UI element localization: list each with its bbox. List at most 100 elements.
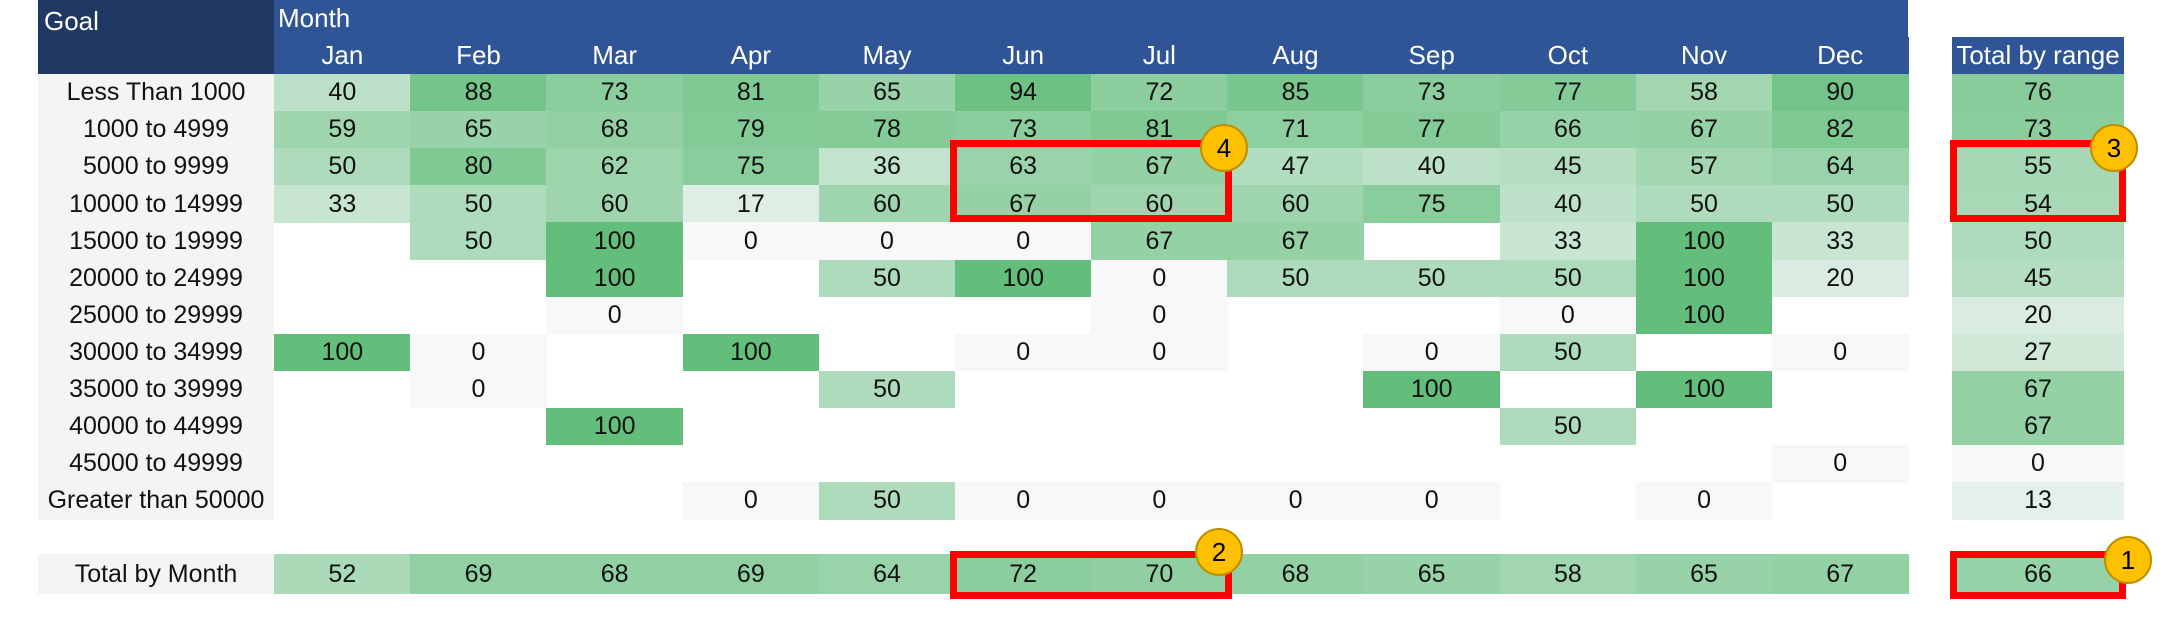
value-cell[interactable]: [546, 334, 683, 372]
value-cell[interactable]: 73: [546, 74, 683, 112]
value-cell[interactable]: 0: [1091, 259, 1228, 298]
value-cell[interactable]: 50: [410, 222, 547, 260]
total-by-range-header[interactable]: Total by range: [1952, 37, 2124, 74]
value-cell[interactable]: 40: [274, 74, 411, 112]
row-label[interactable]: 35000 to 39999: [38, 370, 274, 409]
value-cell[interactable]: 62: [546, 148, 683, 186]
range-total-cell[interactable]: 27: [1952, 333, 2124, 372]
value-cell[interactable]: [1363, 408, 1500, 446]
value-cell[interactable]: [683, 297, 820, 335]
value-cell[interactable]: 0: [818, 222, 956, 260]
value-cell[interactable]: 50: [1499, 333, 1637, 372]
value-cell[interactable]: 64: [818, 554, 956, 594]
value-cell[interactable]: 100: [546, 407, 683, 446]
value-cell[interactable]: 40: [1499, 185, 1637, 223]
value-cell[interactable]: [1227, 297, 1364, 335]
row-label[interactable]: 45000 to 49999: [38, 445, 274, 483]
value-cell[interactable]: [546, 482, 683, 520]
value-cell[interactable]: [1772, 408, 1909, 446]
value-cell[interactable]: 50: [1499, 259, 1637, 298]
value-cell[interactable]: [274, 482, 411, 520]
month-header-jan[interactable]: Jan: [274, 37, 411, 74]
value-cell[interactable]: [683, 445, 820, 483]
value-cell[interactable]: 0: [410, 333, 547, 372]
value-cell[interactable]: [1500, 445, 1637, 483]
month-header-dec[interactable]: Dec: [1771, 37, 1909, 74]
value-cell[interactable]: [683, 260, 820, 298]
value-cell[interactable]: 0: [1771, 445, 1909, 483]
row-label[interactable]: Greater than 50000: [38, 482, 274, 520]
value-cell[interactable]: [410, 408, 547, 446]
value-cell[interactable]: 90: [1771, 74, 1909, 112]
value-cell[interactable]: [819, 297, 956, 335]
value-cell[interactable]: 0: [954, 222, 1092, 260]
value-cell[interactable]: 58: [1499, 554, 1637, 594]
value-cell[interactable]: [274, 297, 411, 335]
value-cell[interactable]: 50: [818, 259, 956, 298]
value-cell[interactable]: [410, 482, 547, 520]
month-header[interactable]: Month: [274, 0, 1908, 37]
value-cell[interactable]: 79: [682, 111, 820, 149]
value-cell[interactable]: [955, 297, 1092, 335]
month-header-mar[interactable]: Mar: [546, 37, 683, 74]
row-label[interactable]: 5000 to 9999: [38, 148, 274, 186]
value-cell[interactable]: 100: [954, 259, 1092, 298]
value-cell[interactable]: 94: [954, 74, 1092, 112]
value-cell[interactable]: 72: [1091, 74, 1228, 112]
value-cell[interactable]: 100: [1635, 370, 1773, 409]
value-cell[interactable]: 66: [1499, 111, 1637, 149]
value-cell[interactable]: 0: [1227, 482, 1364, 520]
value-cell[interactable]: 67: [1635, 111, 1773, 149]
value-cell[interactable]: [1500, 482, 1637, 520]
value-cell[interactable]: [1091, 445, 1228, 483]
value-cell[interactable]: [1636, 408, 1773, 446]
value-cell[interactable]: 50: [1499, 407, 1637, 446]
value-cell[interactable]: [955, 371, 1092, 409]
value-cell[interactable]: 100: [546, 259, 683, 298]
value-cell[interactable]: 63: [954, 148, 1092, 186]
value-cell[interactable]: 52: [274, 554, 411, 594]
value-cell[interactable]: 65: [1363, 554, 1501, 594]
value-cell[interactable]: 0: [1499, 296, 1637, 335]
total-by-month-label[interactable]: Total by Month: [38, 554, 274, 594]
value-cell[interactable]: [1227, 334, 1364, 372]
value-cell[interactable]: 0: [1771, 333, 1909, 372]
range-total-cell[interactable]: 67: [1952, 370, 2124, 409]
value-cell[interactable]: [1636, 334, 1773, 372]
range-total-cell[interactable]: 50: [1952, 222, 2124, 260]
value-cell[interactable]: 0: [546, 296, 683, 335]
value-cell[interactable]: 68: [546, 554, 683, 594]
value-cell[interactable]: 100: [1635, 296, 1773, 335]
value-cell[interactable]: 77: [1363, 111, 1501, 149]
range-total-cell[interactable]: 54: [1952, 185, 2124, 223]
range-total-cell[interactable]: 20: [1952, 296, 2124, 335]
month-header-feb[interactable]: Feb: [410, 37, 547, 74]
row-label[interactable]: 10000 to 14999: [38, 185, 274, 223]
value-cell[interactable]: 0: [954, 333, 1092, 372]
value-cell[interactable]: 69: [682, 554, 820, 594]
value-cell[interactable]: [274, 445, 411, 483]
value-cell[interactable]: 50: [818, 370, 956, 409]
value-cell[interactable]: 82: [1771, 111, 1909, 149]
value-cell[interactable]: [1363, 222, 1500, 260]
goal-header[interactable]: Goal: [38, 0, 274, 74]
range-total-cell[interactable]: 66: [1952, 554, 2124, 594]
value-cell[interactable]: 69: [410, 554, 547, 594]
value-cell[interactable]: 81: [682, 74, 820, 112]
value-cell[interactable]: 47: [1227, 148, 1364, 186]
value-cell[interactable]: 0: [1363, 482, 1501, 520]
value-cell[interactable]: 85: [1227, 74, 1364, 112]
value-cell[interactable]: 100: [1635, 222, 1773, 260]
month-header-aug[interactable]: Aug: [1227, 37, 1364, 74]
value-cell[interactable]: 50: [410, 185, 547, 223]
value-cell[interactable]: [1636, 445, 1773, 483]
row-label[interactable]: 25000 to 29999: [38, 296, 274, 335]
value-cell[interactable]: [1091, 408, 1228, 446]
value-cell[interactable]: 33: [274, 185, 411, 223]
value-cell[interactable]: [1091, 371, 1228, 409]
value-cell[interactable]: 59: [274, 111, 411, 149]
value-cell[interactable]: 64: [1771, 148, 1909, 186]
value-cell[interactable]: [410, 445, 547, 483]
value-cell[interactable]: 100: [274, 333, 411, 372]
value-cell[interactable]: [683, 408, 820, 446]
